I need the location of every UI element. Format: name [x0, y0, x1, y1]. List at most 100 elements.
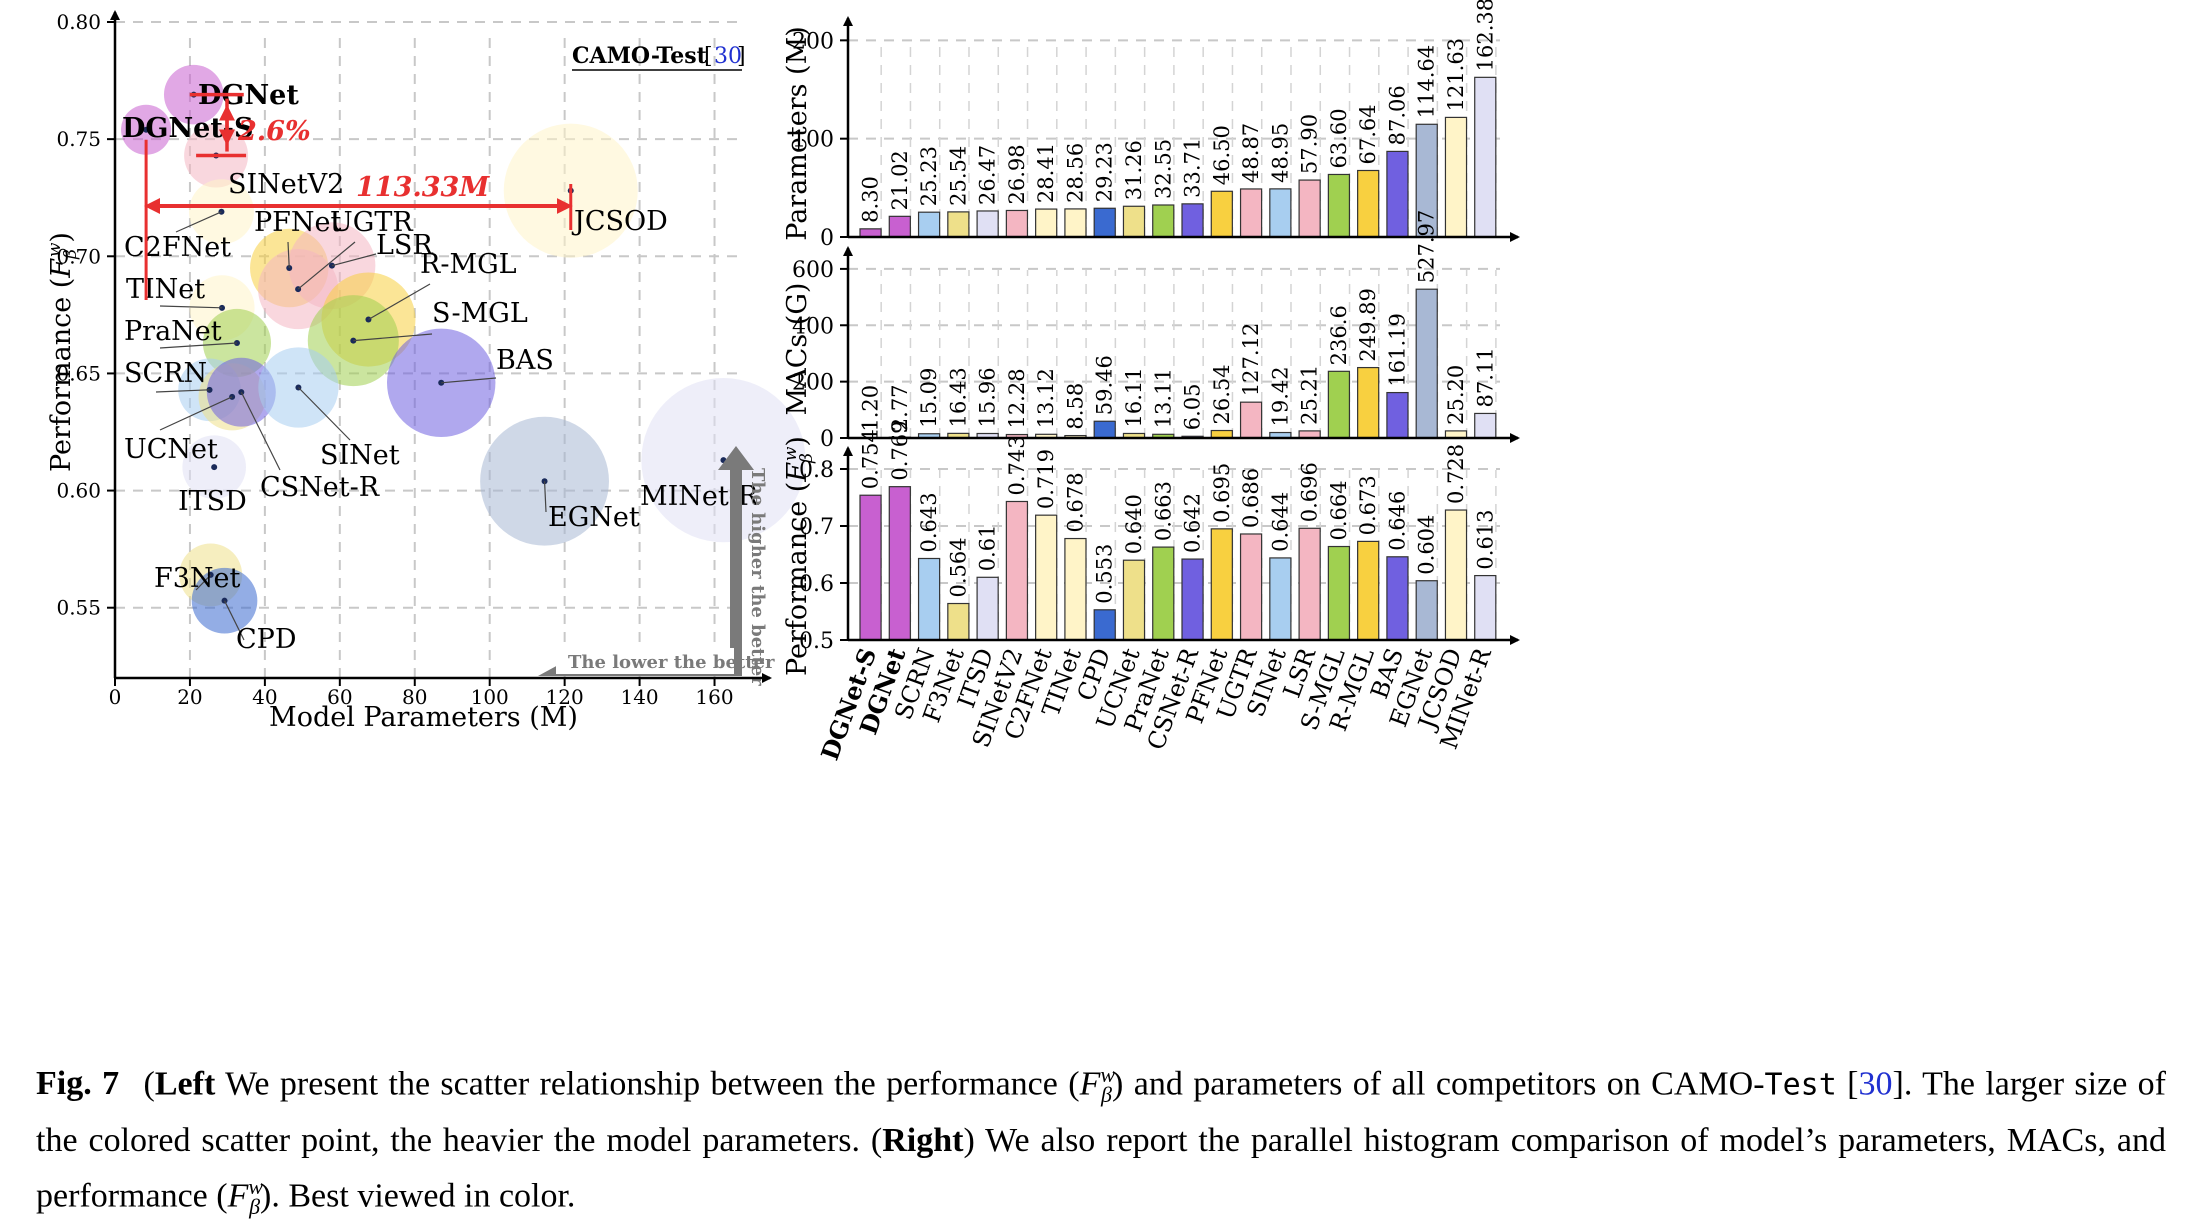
- point-label-sinetv2: SINetV2: [228, 169, 344, 200]
- bar-value-label-minet-r: 0.613: [1473, 509, 1497, 569]
- bar-value-label-sinetv2: 0.743: [1005, 435, 1029, 495]
- point-label-s-mgl: S-MGL: [432, 298, 528, 329]
- scatter-y-axis-label-sup: w: [45, 242, 65, 257]
- bar-value-label-bas: 87.06: [1385, 85, 1409, 145]
- scatter-x-tick-label: 40: [252, 685, 277, 709]
- bar-r-mgl: [1357, 366, 1380, 439]
- point-label-ugtr: UGTR: [330, 207, 413, 238]
- bar-value-label-lsr: 25.21: [1298, 365, 1322, 425]
- bar-ugtr: [1239, 401, 1263, 439]
- leader-line-ugtr: [297, 241, 356, 290]
- perf-gain-label: 2.6%: [237, 116, 311, 147]
- point-label-pfnet: PFNet: [254, 207, 342, 238]
- bar-tinet: [1064, 208, 1087, 238]
- bar-value-label-bas: 161.19: [1385, 313, 1409, 386]
- point-label-f3net: F3Net: [154, 563, 241, 594]
- point-label-tinet: TINet: [126, 274, 205, 305]
- bar-value-label-sinetv2: 12.28: [1005, 368, 1029, 428]
- bar-ucnet: [1122, 205, 1146, 238]
- point-label-lsr: LSR: [376, 230, 433, 261]
- bar-bas: [1386, 556, 1409, 641]
- bar-y-axis-label-metric: F: [782, 462, 813, 483]
- scatter-y-axis-label-sub: β: [61, 249, 81, 260]
- bar-value-label-jcsod: 121.63: [1444, 38, 1468, 111]
- bar-value-label-r-mgl: 249.89: [1356, 288, 1380, 361]
- scatter-panel: DGNet-SDGNetSINetV2C2FNetPFNetUGTRLSRR-M…: [45, 10, 806, 733]
- bar-value-label-ucnet: 31.26: [1122, 140, 1146, 200]
- bar-value-label-dgnet-s: 8.30: [859, 176, 883, 223]
- bar-bas: [1386, 391, 1409, 439]
- bar-value-label-pfnet: 26.54: [1210, 364, 1234, 424]
- bar-dgnet: [888, 486, 911, 641]
- scatter-y-tick-label: 0.65: [56, 361, 101, 385]
- bar-value-label-ugtr: 127.12: [1239, 323, 1263, 396]
- bar-value-label-f3net: 25.54: [946, 146, 970, 206]
- bar-value-label-scrn: 15.09: [917, 368, 941, 428]
- point-label-cpd: CPD: [236, 624, 296, 655]
- param-gap-label: 113.33M: [356, 172, 490, 203]
- bar-minet-r: [1474, 574, 1497, 641]
- bar-value-label-ucnet: 16.11: [1122, 367, 1146, 427]
- bar-s-mgl: [1327, 370, 1351, 439]
- bar-cpd: [1093, 609, 1116, 641]
- scatter-legend-bracket-open: [: [704, 44, 713, 69]
- leader-line-r-mgl: [368, 283, 431, 321]
- point-label-c2fnet: C2FNet: [124, 232, 231, 263]
- bar-value-label-tinet: 0.678: [1063, 472, 1087, 532]
- point-label-csnet-r: CSNet-R: [260, 472, 380, 503]
- bar-lsr: [1298, 179, 1321, 238]
- bar-value-label-sinetv2: 26.98: [1005, 144, 1029, 204]
- bar-value-label-sinet: 0.644: [1268, 492, 1292, 552]
- bar-tinet: [1064, 537, 1087, 641]
- bar-panel-2: 1.20 2.77 15.09 16.43 15.96 12.28 13.12 8.58 59.…: [782, 210, 1520, 452]
- bar-value-label-pranet: 0.663: [1151, 481, 1175, 541]
- point-dot-dgnet-s: [143, 126, 150, 133]
- bar-minet-r: [1474, 412, 1497, 439]
- bar-egnet: [1415, 288, 1438, 439]
- point-label-ucnet: UCNet: [124, 434, 218, 465]
- bar-y-axis-label: MACs (G): [782, 283, 813, 416]
- bar-egnet: [1415, 580, 1438, 641]
- bar-panels: 8.30 21.02 25.23 25.54 26.47 26.98 28.41 28.56 2…: [781, 0, 1520, 764]
- leader-line-f3net: [195, 574, 212, 591]
- bar-value-label-s-mgl: 236.6: [1327, 305, 1351, 365]
- bar-cpd: [1093, 207, 1116, 238]
- bar-value-label-bas: 0.646: [1385, 491, 1409, 551]
- caption-metric: F: [1079, 1065, 1101, 1103]
- bar-csnet-r: [1181, 203, 1204, 238]
- scatter-y-tick-label: 0.80: [56, 10, 101, 34]
- bar-y-tick-label: 400: [792, 314, 834, 339]
- bar-cpd: [1093, 420, 1116, 439]
- bar-y-axis-label: Parameters (M): [782, 26, 813, 241]
- bar-scrn: [917, 211, 941, 238]
- bar-y-axis-label: Performance (Fβw): [781, 436, 817, 676]
- scatter-x-tick-label: 140: [620, 685, 658, 709]
- bar-scrn: [917, 557, 941, 641]
- caption-test-word: Test: [1764, 1067, 1837, 1103]
- higher-better-label: The higher the better: [747, 468, 768, 686]
- bar-value-label-itsd: 26.47: [976, 145, 1000, 205]
- figure-svg: DGNet-SDGNetSINetV2C2FNetPFNetUGTRLSRR-M…: [45, 0, 1520, 764]
- bar-value-label-dgnet: 21.02: [888, 150, 912, 210]
- bar-value-label-lsr: 0.696: [1298, 462, 1322, 522]
- scatter-y-tick-label: 0.55: [56, 596, 101, 620]
- point-label-bas: BAS: [496, 345, 554, 376]
- bar-value-label-tinet: 8.58: [1063, 383, 1087, 430]
- figure-caption: Fig. 7 (Left We present the scatter rela…: [36, 1052, 2166, 1230]
- bar-y-axis-label-sup: w: [781, 446, 801, 461]
- point-label-scrn: SCRN: [124, 358, 207, 389]
- point-label-itsd: ITSD: [178, 486, 247, 517]
- bar-panel-1: 8.30 21.02 25.23 25.54 26.47 26.98 28.41 28.56 2…: [782, 0, 1520, 251]
- bar-f3net: [947, 211, 970, 238]
- leader-line-bas: [441, 377, 497, 384]
- caption-right-word: Right: [882, 1122, 964, 1160]
- bar-value-label-c2fnet: 0.719: [1034, 449, 1058, 509]
- caption-ref-number[interactable]: 30: [1858, 1065, 1893, 1103]
- scatter-y-axis-label-close: ): [46, 232, 77, 243]
- leader-line-tinet: [159, 305, 223, 309]
- bar-y-tick-label: 0.7: [799, 515, 834, 540]
- leader-line-scrn: [155, 389, 210, 393]
- bar-value-label-c2fnet: 13.12: [1034, 368, 1058, 428]
- bar-minet-r: [1474, 76, 1497, 238]
